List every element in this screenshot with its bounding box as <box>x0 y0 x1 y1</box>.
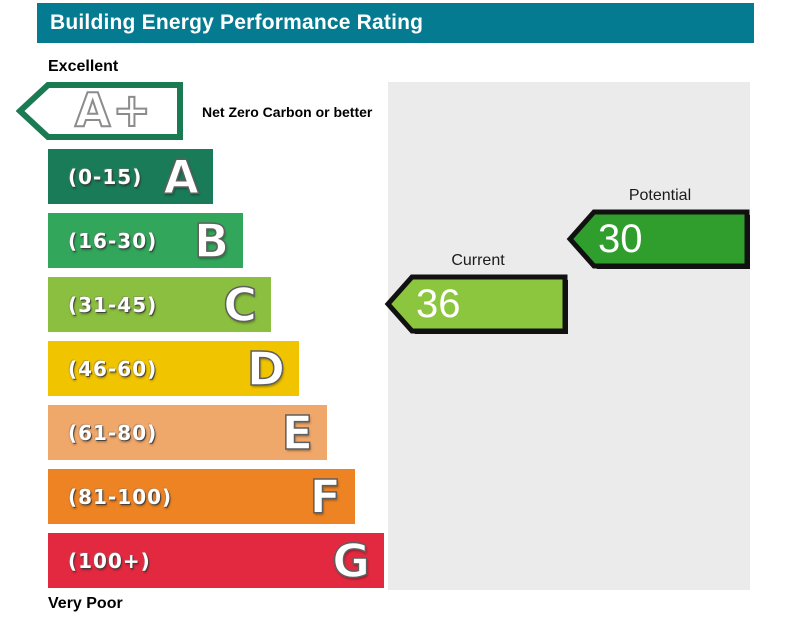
potential-value: 30 <box>598 216 643 261</box>
current-arrow-icon <box>384 274 568 334</box>
page-title: Building Energy Performance Rating <box>50 11 424 34</box>
band-E-letter: E <box>281 405 314 460</box>
band-B-range: (16-30) <box>68 228 158 253</box>
band-D-range: (46-60) <box>68 356 158 381</box>
current-marker: Current 36 <box>384 251 572 342</box>
band-D: (46-60) D <box>48 341 299 396</box>
band-F: (81-100) F <box>48 469 355 524</box>
band-A-letter: A <box>163 149 200 204</box>
net-zero-badge: A+ <box>15 81 184 141</box>
band-G-letter: G <box>331 533 370 588</box>
net-zero-description: Net Zero Carbon or better <box>202 104 373 120</box>
potential-arrow-icon <box>566 209 750 269</box>
scale-label-very-poor: Very Poor <box>48 595 123 612</box>
header-bar: Building Energy Performance Rating <box>37 3 754 43</box>
band-B: (16-30) B <box>48 213 243 268</box>
band-B-letter: B <box>193 213 230 268</box>
net-zero-rating-text: A+ <box>74 82 154 138</box>
band-C-range: (31-45) <box>68 292 158 317</box>
net-zero-arrow-outline-icon <box>15 82 183 140</box>
band-C-letter: C <box>222 277 257 332</box>
rating-panel-background <box>388 82 750 590</box>
scale-label-excellent: Excellent <box>48 58 119 75</box>
band-A-range: (0-15) <box>68 164 143 189</box>
current-label: Current <box>451 252 505 269</box>
band-G: (100+) G <box>48 533 384 588</box>
current-value: 36 <box>416 281 461 326</box>
band-F-range: (81-100) <box>68 484 173 509</box>
band-F-letter: F <box>309 469 342 524</box>
potential-label: Potential <box>628 187 692 204</box>
band-G-range: (100+) <box>68 548 151 573</box>
band-D-letter: D <box>246 341 286 396</box>
potential-marker: Potential 30 <box>566 186 754 277</box>
band-E: (61-80) E <box>48 405 327 460</box>
band-E-range: (61-80) <box>68 420 158 445</box>
band-A: (0-15) A <box>48 149 213 204</box>
band-C: (31-45) C <box>48 277 271 332</box>
